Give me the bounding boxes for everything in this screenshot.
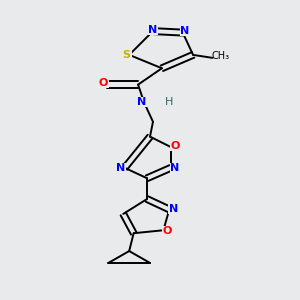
Text: N: N bbox=[180, 26, 190, 36]
Bar bbox=[115, 163, 126, 173]
Bar bbox=[168, 203, 179, 214]
Bar bbox=[180, 26, 190, 37]
Text: S: S bbox=[122, 50, 130, 60]
Text: N: N bbox=[116, 163, 125, 173]
Bar bbox=[169, 163, 180, 173]
Text: N: N bbox=[170, 163, 180, 173]
Text: O: O bbox=[99, 78, 108, 88]
Bar bbox=[147, 25, 158, 35]
Bar bbox=[162, 226, 173, 236]
Bar bbox=[169, 141, 180, 151]
Text: N: N bbox=[169, 204, 178, 214]
Text: O: O bbox=[163, 226, 172, 236]
Bar bbox=[136, 98, 147, 107]
Text: H: H bbox=[165, 98, 173, 107]
Text: O: O bbox=[170, 141, 180, 151]
Bar bbox=[121, 49, 132, 61]
Text: N: N bbox=[148, 25, 157, 35]
Bar bbox=[98, 78, 109, 88]
Text: N: N bbox=[137, 98, 146, 107]
Bar bbox=[165, 98, 173, 107]
Text: CH₃: CH₃ bbox=[212, 51, 230, 61]
